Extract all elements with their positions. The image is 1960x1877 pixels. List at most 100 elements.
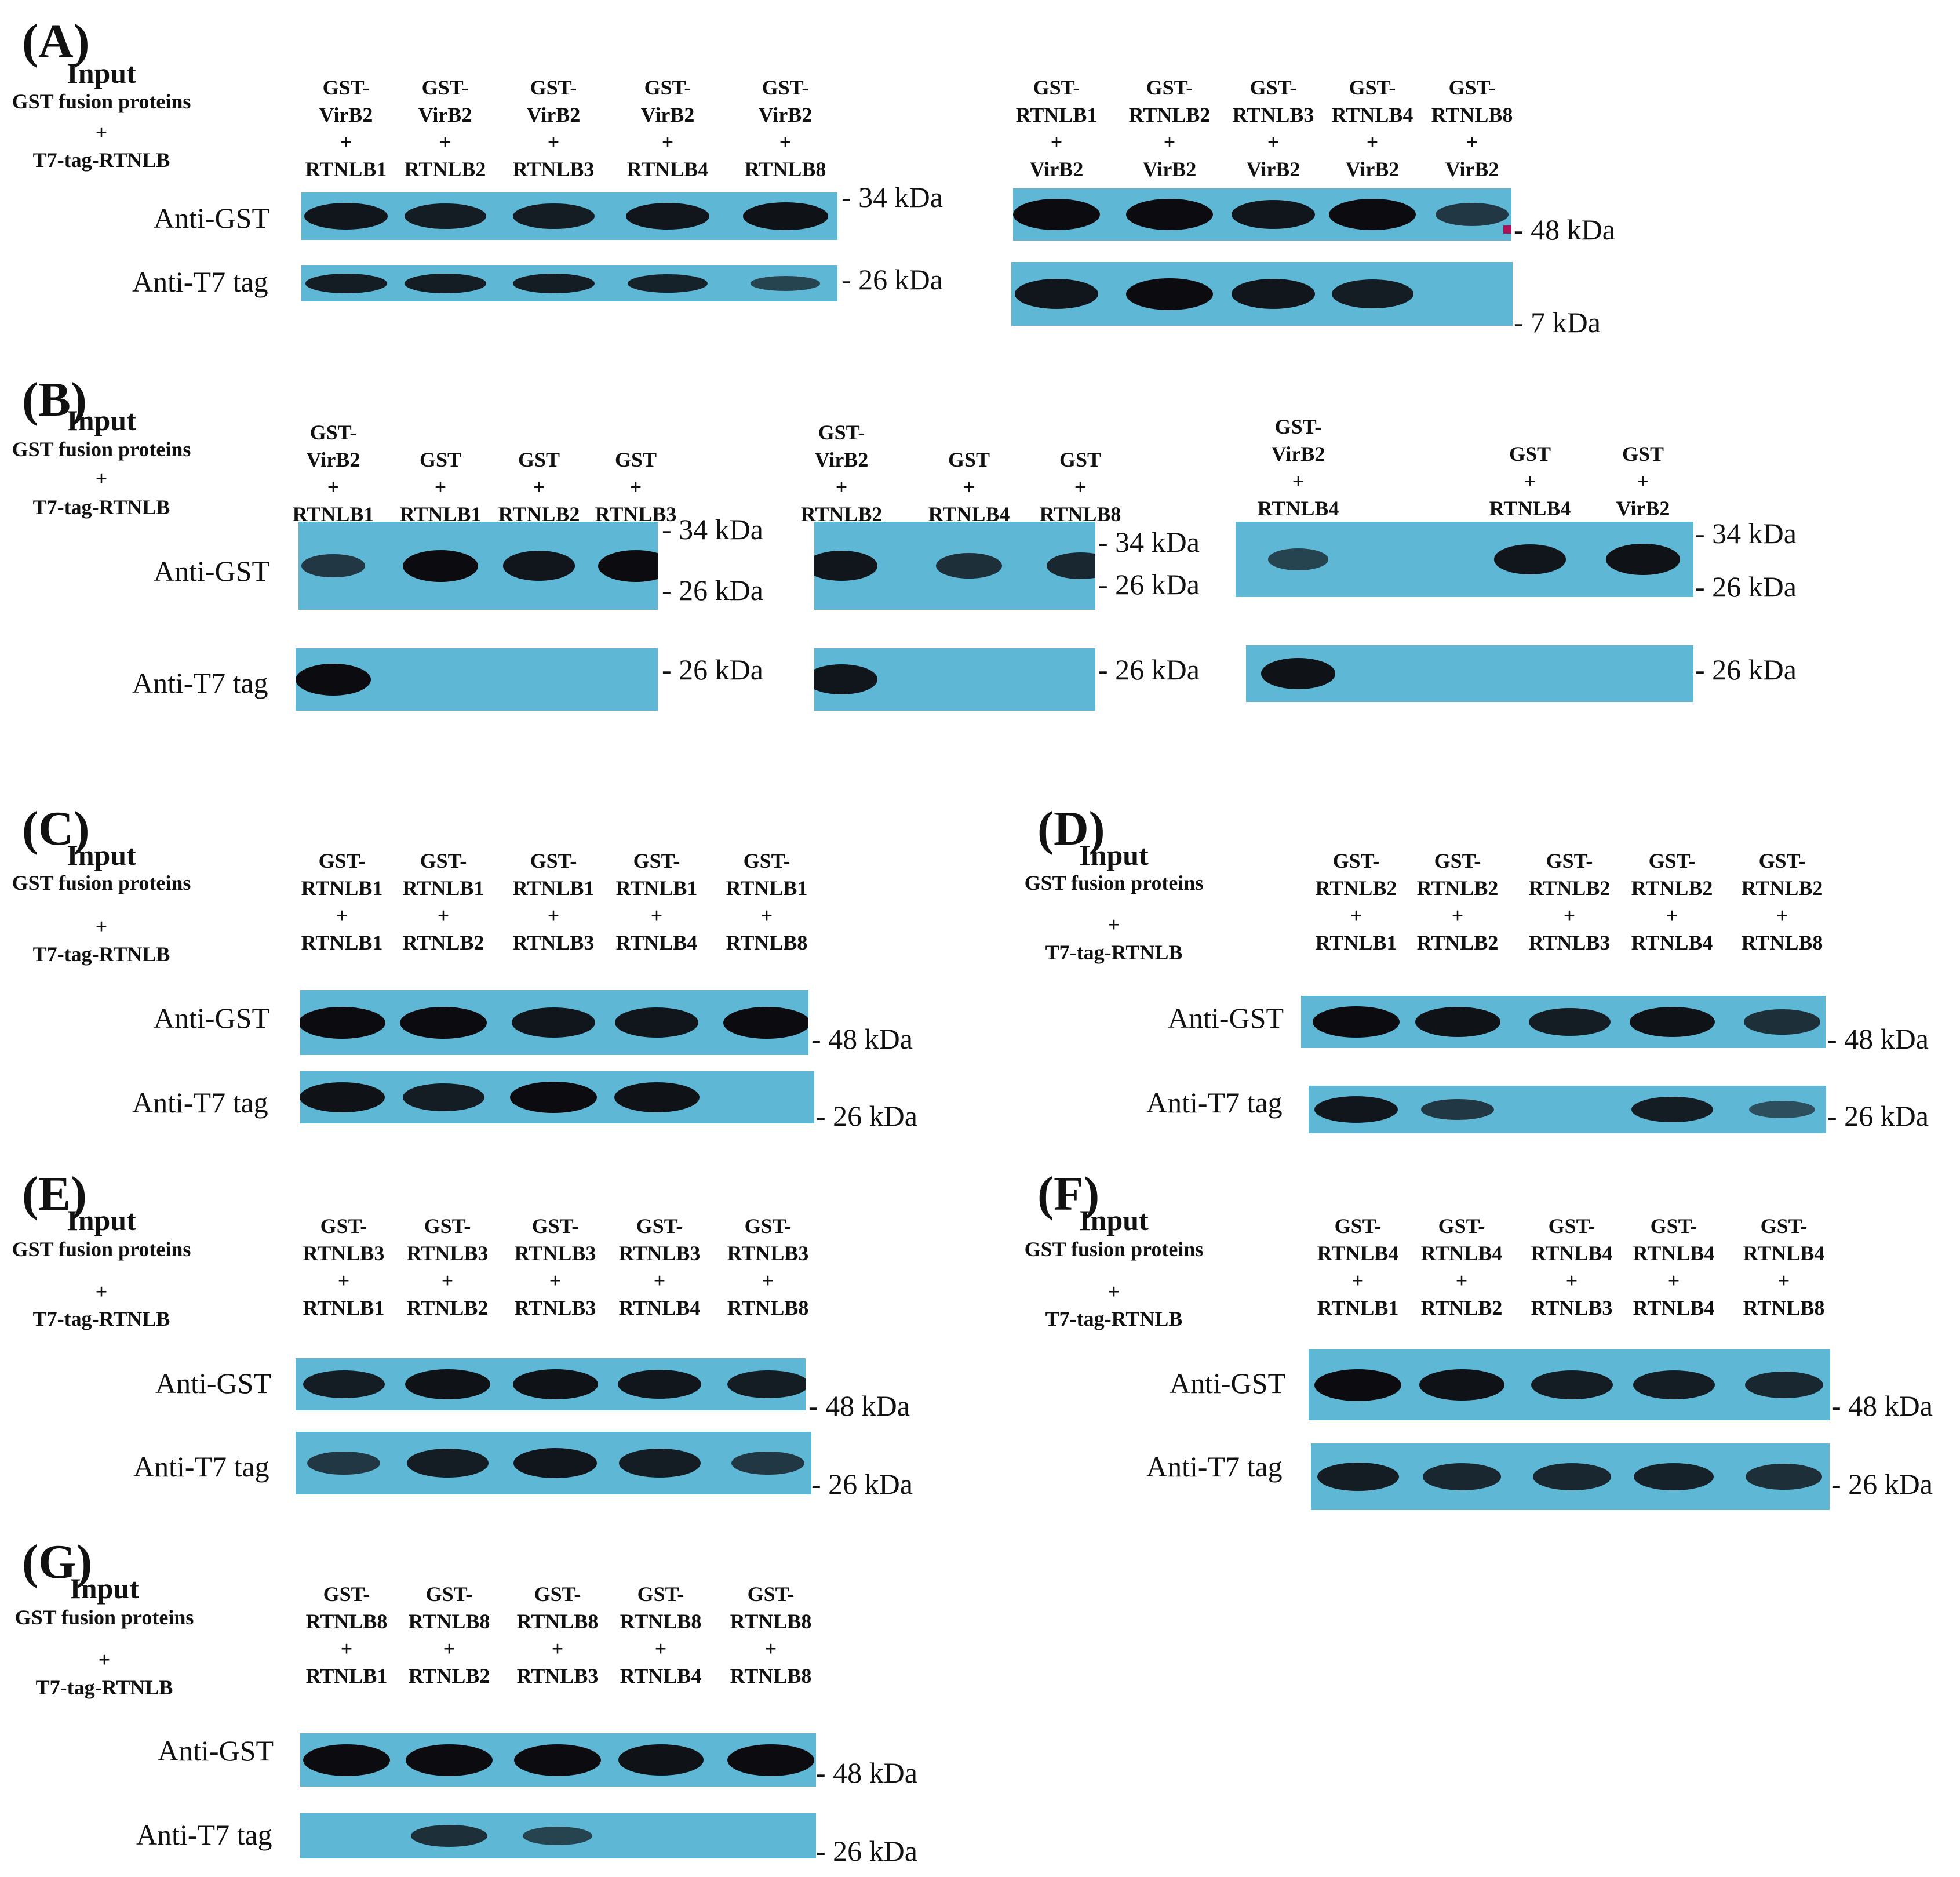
lane-label-line: GST- [322, 76, 370, 99]
panel-label: (A) [22, 14, 90, 68]
lane-label-line: GST- [633, 849, 680, 872]
band [1531, 1370, 1613, 1399]
size-marker: - 48 kDa [808, 1389, 910, 1422]
lane-label: GST- RTNLB1 + RTNLB4 [616, 847, 698, 956]
gst-fusion-label: GST fusion proteins [1024, 1238, 1204, 1261]
lane-label-line: + [1366, 130, 1379, 154]
band [513, 1448, 597, 1478]
band [300, 1006, 385, 1039]
plus-sign: + [1107, 1280, 1120, 1303]
lane-label: GST- VirB2 + RTNLB1 [305, 74, 387, 183]
blot-strip [300, 1733, 816, 1787]
band [814, 551, 878, 581]
plus-sign: + [95, 915, 108, 938]
lane-label: GST- VirB2 + RTNLB2 [405, 74, 486, 183]
lane-label-line: RTNLB8 [726, 931, 808, 954]
size-marker: - 26 kDa [662, 574, 763, 606]
lane-label-line: RTNLB2 [402, 931, 484, 954]
blot-strip [298, 522, 658, 610]
lane-label-line: RTNLB2 [1416, 931, 1499, 954]
lane-label: GST- RTNLB8 + VirB2 [1431, 74, 1513, 183]
t7-tag-label: T7-tag-RTNLB [32, 496, 170, 519]
anti-t7-label: Anti-T7 tag [136, 1818, 272, 1851]
lane-label-line: + [1451, 904, 1464, 927]
lane-label-line: RTNLB3 [406, 1242, 489, 1265]
size-marker: - 26 kDa [662, 653, 763, 686]
lane-label-line: + [1565, 1269, 1578, 1292]
band [1744, 1009, 1820, 1035]
blot-strip [296, 1432, 811, 1494]
band [727, 1370, 806, 1399]
blot-strip [300, 1813, 816, 1858]
band [512, 1007, 595, 1038]
size-marker: - 26 kDa [1695, 570, 1797, 603]
band [400, 1006, 487, 1039]
lane-label-line: RTNLB2 [1128, 103, 1211, 126]
lane-label: GST- RTNLB3 + RTNLB8 [727, 1213, 809, 1322]
lane-label-line: GST- [636, 1214, 683, 1238]
lane-label: GST- RTNLB4 + RTNLB3 [1531, 1213, 1613, 1322]
gst-fusion-label: GST fusion proteins [12, 871, 191, 894]
band [512, 274, 595, 293]
lane-label-line: RTNLB2 [1315, 876, 1397, 900]
lane-label-line: GST- [1334, 1214, 1382, 1238]
band [1013, 199, 1100, 230]
band [403, 550, 478, 582]
lane-label-line: RTNLB1 [402, 876, 484, 900]
lane-label-line: + [533, 475, 545, 499]
panel-label: (F) [1037, 1167, 1100, 1221]
lane-label: GST- RTNLB4 + VirB2 [1332, 74, 1413, 183]
band [742, 202, 828, 230]
lane-label-line: RTNLB1 [303, 1296, 385, 1319]
lane-label: GST- VirB2 + RTNLB1 [293, 419, 374, 528]
lane-label-line: + [654, 1637, 667, 1660]
lane-label-line: GST- [637, 1583, 684, 1606]
input-heading: Input [1079, 839, 1149, 871]
band [523, 1827, 592, 1845]
lane-label-line: + [551, 1637, 564, 1660]
lane-label-line: GST [948, 448, 990, 471]
lane-label: GST- RTNLB1 + VirB2 [1016, 74, 1098, 183]
lane-label-line: RTNLB8 [620, 1610, 702, 1633]
band [304, 202, 388, 230]
t7-tag-label: T7-tag-RTNLB [32, 148, 170, 172]
lane-label: GST- RTNLB1 + RTNLB1 [301, 847, 383, 956]
lane-label-line: RTNLB1 [615, 876, 698, 900]
band [1419, 1369, 1504, 1401]
band [404, 274, 486, 293]
lane-label-line: + [1350, 904, 1362, 927]
lane-label-line: GST- [309, 421, 357, 444]
blot-strip [296, 1358, 806, 1410]
band [1606, 544, 1680, 575]
lane-label-line: VirB2 [1345, 158, 1400, 181]
lane-label-line: GST- [530, 849, 577, 872]
lane-label-line: + [1777, 1269, 1790, 1292]
lane-label-line: GST [419, 448, 462, 471]
lane-label-line: GST- [420, 849, 467, 872]
band [512, 203, 595, 230]
lane-label: GST- RTNLB2 + VirB2 [1129, 74, 1211, 183]
lane-label-line: RTNLB3 [303, 1242, 385, 1265]
blot-strip [300, 990, 808, 1055]
panel-label: (B) [22, 373, 87, 427]
anti-gst-label: Anti-GST [1168, 1002, 1284, 1034]
lane-label-line: GST- [318, 849, 366, 872]
lane-label-line: GST- [530, 76, 577, 99]
lane-label-line: RTNLB3 [727, 1242, 809, 1265]
size-marker: - 26 kDa [816, 1835, 917, 1867]
band [1268, 548, 1328, 570]
lane-label-line: + [439, 130, 451, 154]
lane-label-line: + [340, 1637, 353, 1660]
lane-label-line: RTNLB4 [1633, 1242, 1715, 1265]
plus-sign: + [1107, 913, 1120, 936]
lane-label-line: RTNLB2 [404, 158, 486, 181]
gst-fusion-label: GST fusion proteins [14, 1606, 194, 1629]
lane-label-line: RTNLB2 [1631, 876, 1713, 900]
lane-label: GST- RTNLB8 + RTNLB4 [620, 1581, 702, 1690]
lane-label-line: + [547, 130, 560, 154]
band [510, 1082, 597, 1113]
size-marker: - 26 kDa [1831, 1468, 1933, 1500]
lane-label-line: + [1524, 470, 1536, 493]
lane-label: GST- RTNLB4 + RTNLB2 [1421, 1213, 1503, 1322]
size-marker: - 34 kDa [662, 513, 763, 545]
